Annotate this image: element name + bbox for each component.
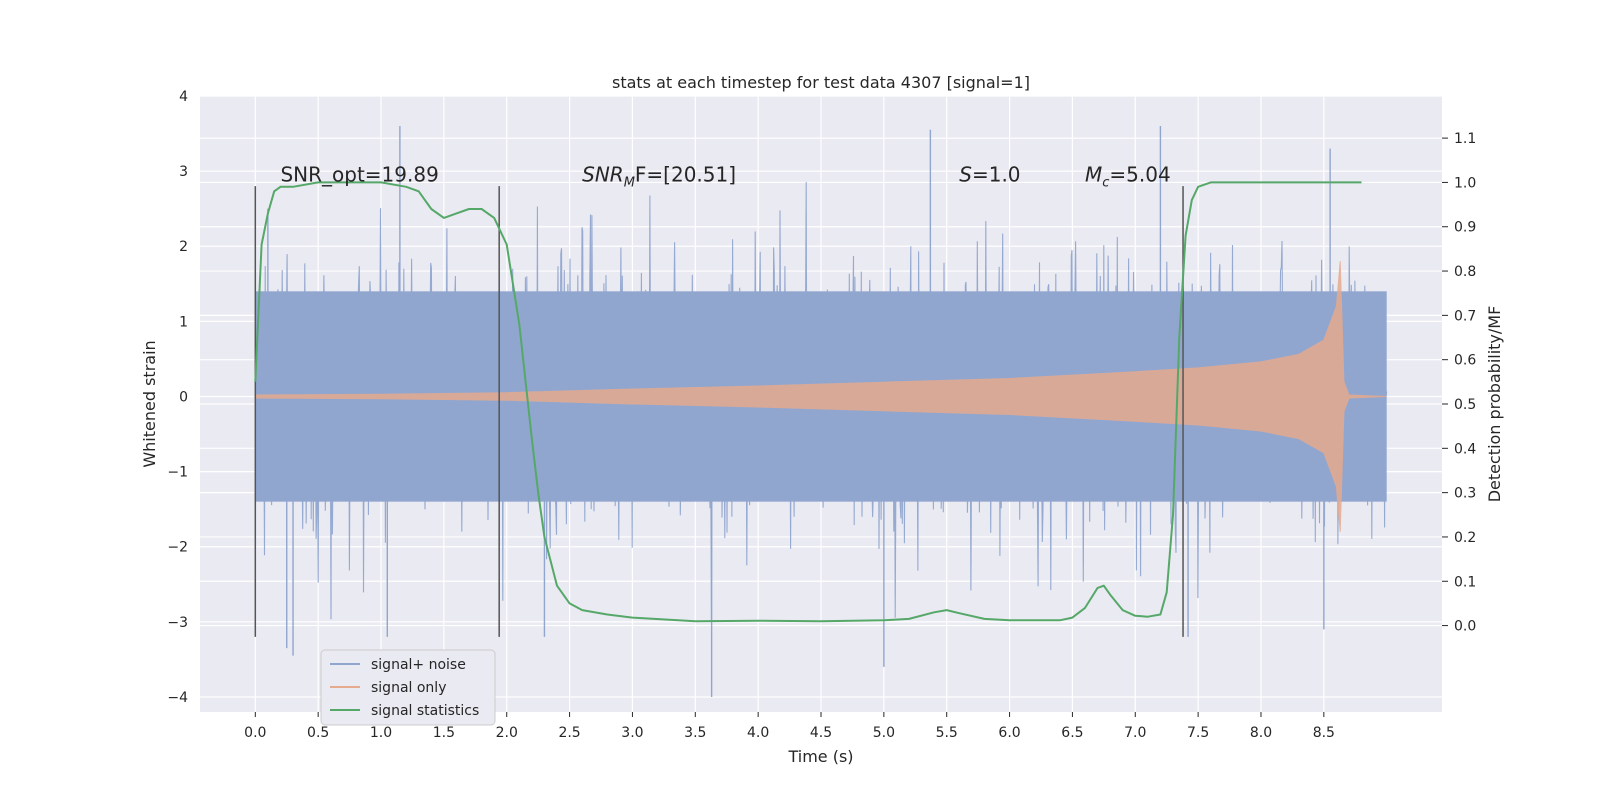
x-axis-label: Time (s) <box>787 747 853 766</box>
x-tick-label: 2.0 <box>496 725 518 741</box>
x-tick-label: 0.0 <box>244 725 266 741</box>
x-tick-label: 3.0 <box>621 725 643 741</box>
right-y-tick-label: 0.3 <box>1454 486 1476 502</box>
annotation-2: S=1.0 <box>959 162 1020 186</box>
right-y-tick-label: 0.9 <box>1454 220 1476 236</box>
right-y-tick-label: 0.0 <box>1454 619 1476 635</box>
annotations: SNR_opt=19.89 SNRMF=[20.51] S=1.0 Mc=5.04 <box>280 162 1170 190</box>
chart-title: stats at each timestep for test data 430… <box>612 73 1030 92</box>
right-axis-label: Detection probability/MF <box>1485 306 1504 503</box>
legend-label-signal-noise: signal+ noise <box>371 657 466 673</box>
right-axis-ticks: 0.0 0.1 0.2 0.3 0.4 0.5 0.6 0.7 0.8 0.9 1.0 1.1 <box>1442 131 1476 635</box>
left-y-tick-label: −4 <box>167 690 188 706</box>
x-tick-label: 6.0 <box>998 725 1020 741</box>
x-tick-label: 1.5 <box>433 725 455 741</box>
x-tick-label: 7.5 <box>1187 725 1209 741</box>
right-y-tick-label: 0.7 <box>1454 308 1476 324</box>
left-y-tick-label: −1 <box>167 465 188 481</box>
annotation-1: SNRMF=[20.51] <box>582 162 736 190</box>
legend-label-signal-only: signal only <box>371 680 446 696</box>
signal-statistics-series <box>254 181 1362 623</box>
x-tick-label: 6.5 <box>1061 725 1083 741</box>
left-y-tick-label: −2 <box>167 540 188 556</box>
right-y-tick-label: 1.0 <box>1454 175 1476 191</box>
right-y-tick-label: 0.5 <box>1454 397 1476 413</box>
right-y-tick-label: 0.4 <box>1454 441 1476 457</box>
x-tick-label: 0.5 <box>307 725 329 741</box>
x-tick-label: 4.5 <box>810 725 832 741</box>
left-y-tick-label: −3 <box>167 615 188 631</box>
x-tick-label: 7.0 <box>1124 725 1146 741</box>
signal-only-series <box>254 261 1387 532</box>
left-y-tick-label: 3 <box>179 164 188 180</box>
x-tick-label: 3.5 <box>684 725 706 741</box>
x-axis-ticks: 0.0 0.5 1.0 1.5 2.0 2.5 3.0 3.5 4.0 4.5 5.0 5.5 6.0 6… <box>244 712 1335 741</box>
x-tick-label: 8.5 <box>1313 725 1335 741</box>
right-y-tick-label: 1.1 <box>1454 131 1476 147</box>
legend: signal+ noise signal only signal statist… <box>320 649 496 726</box>
x-tick-label: 1.0 <box>370 725 392 741</box>
right-y-tick-label: 0.1 <box>1454 574 1476 590</box>
x-tick-label: 5.5 <box>936 725 958 741</box>
annotation-3: Mc=5.04 <box>1085 162 1171 190</box>
signal-statistics-line <box>254 181 1362 623</box>
left-axis-ticks: −4 −3 −2 −1 0 1 2 3 4 <box>167 89 188 706</box>
left-y-tick-label: 1 <box>179 314 188 330</box>
right-y-tick-label: 0.6 <box>1454 353 1476 369</box>
x-tick-label: 8.0 <box>1250 725 1272 741</box>
x-tick-label: 4.0 <box>747 725 769 741</box>
legend-label-signal-statistics: signal statistics <box>371 703 479 719</box>
right-y-tick-label: 0.8 <box>1454 264 1476 280</box>
left-axis-label: Whitened strain <box>140 340 159 467</box>
left-y-tick-label: 4 <box>179 89 188 105</box>
signal-only-envelope <box>254 261 1387 532</box>
annotation-0: SNR_opt=19.89 <box>280 162 438 186</box>
left-y-tick-label: 2 <box>179 239 188 255</box>
x-tick-label: 5.0 <box>873 725 895 741</box>
legend-box <box>320 649 496 726</box>
right-y-tick-label: 0.2 <box>1454 530 1476 546</box>
left-y-tick-label: 0 <box>179 389 188 405</box>
x-tick-label: 2.5 <box>558 725 580 741</box>
